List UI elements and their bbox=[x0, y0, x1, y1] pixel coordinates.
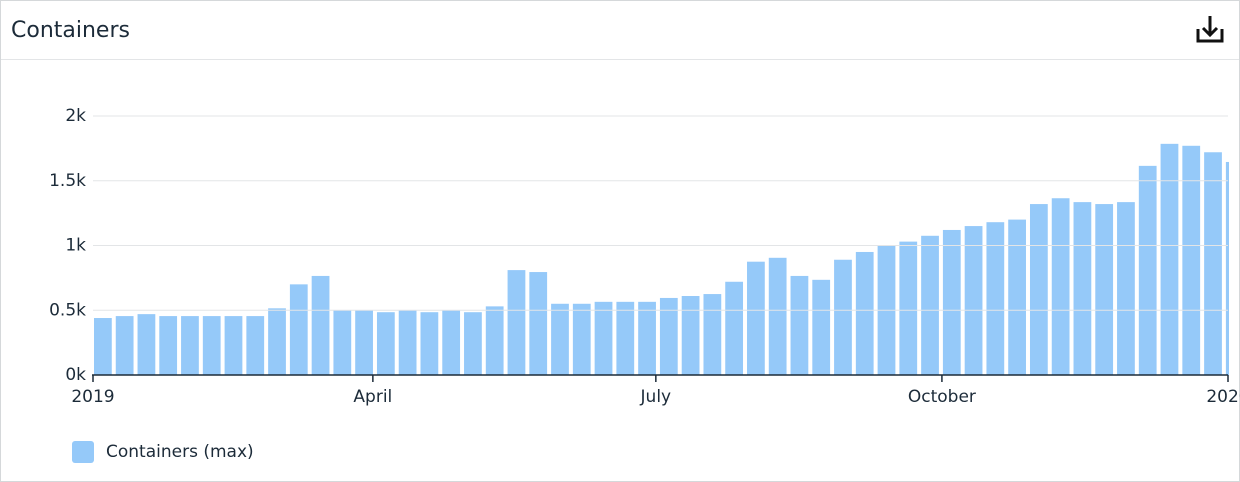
bar bbox=[681, 296, 700, 375]
bar bbox=[289, 284, 308, 375]
bar bbox=[921, 235, 939, 375]
bar bbox=[376, 312, 395, 375]
bar bbox=[355, 310, 373, 375]
legend-swatch bbox=[72, 441, 94, 463]
bar bbox=[703, 294, 722, 375]
bar bbox=[246, 316, 265, 375]
bar bbox=[115, 316, 134, 375]
bar bbox=[659, 297, 678, 375]
bar bbox=[725, 281, 744, 375]
bar bbox=[159, 316, 178, 375]
y-tick-label: 1k bbox=[65, 236, 86, 256]
x-tick-label: July bbox=[640, 387, 672, 407]
bar bbox=[311, 275, 330, 375]
y-tick-label: 2k bbox=[65, 106, 86, 126]
bar bbox=[333, 310, 352, 375]
bar bbox=[616, 301, 635, 375]
bar bbox=[1051, 198, 1070, 375]
bar bbox=[1225, 161, 1229, 375]
bar bbox=[202, 316, 221, 375]
bar bbox=[398, 310, 417, 375]
bar bbox=[855, 251, 874, 375]
bar bbox=[1073, 202, 1092, 375]
bar bbox=[768, 257, 787, 375]
bar bbox=[529, 272, 548, 375]
bar bbox=[1182, 145, 1201, 375]
bar bbox=[942, 229, 961, 375]
bar bbox=[812, 279, 831, 375]
bar bbox=[507, 270, 526, 375]
bar bbox=[137, 314, 156, 375]
bar bbox=[1029, 204, 1048, 375]
y-tick-label: 0k bbox=[65, 365, 86, 385]
bar bbox=[747, 261, 765, 375]
bar bbox=[638, 301, 656, 375]
bar bbox=[1138, 165, 1157, 375]
bar bbox=[572, 303, 591, 375]
x-tick-label: April bbox=[353, 387, 392, 407]
x-tick-label: 2019 bbox=[71, 387, 114, 407]
bar bbox=[790, 275, 809, 375]
bar bbox=[1204, 152, 1222, 375]
bar bbox=[964, 226, 983, 375]
bar bbox=[551, 303, 569, 375]
bar bbox=[1095, 204, 1114, 375]
y-tick-label: 0.5k bbox=[49, 300, 86, 320]
bar bbox=[268, 308, 286, 375]
legend-label: Containers (max) bbox=[106, 442, 254, 462]
bar bbox=[1008, 219, 1026, 375]
bar bbox=[224, 316, 243, 375]
bar bbox=[1117, 202, 1135, 375]
x-tick-label: 2020 bbox=[1206, 387, 1240, 407]
bar bbox=[485, 306, 504, 375]
bar bbox=[1160, 143, 1179, 375]
bar bbox=[464, 312, 482, 375]
bar bbox=[94, 318, 112, 375]
bar bbox=[181, 316, 199, 375]
bar bbox=[420, 312, 439, 375]
bar bbox=[834, 259, 852, 375]
panel-title: Containers bbox=[11, 18, 130, 43]
x-tick-label: October bbox=[908, 387, 976, 407]
bar bbox=[899, 241, 918, 375]
bar bbox=[986, 222, 1005, 375]
download-button[interactable] bbox=[1196, 16, 1224, 43]
y-tick-label: 1.5k bbox=[49, 171, 86, 191]
bar bbox=[594, 301, 613, 375]
bar bbox=[442, 310, 461, 375]
